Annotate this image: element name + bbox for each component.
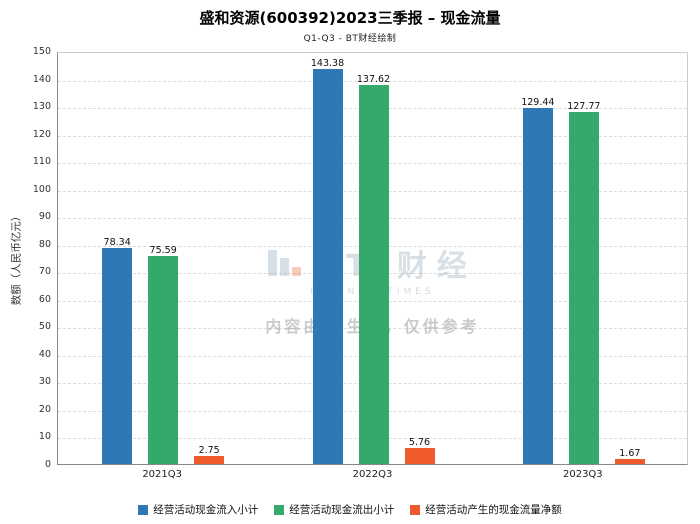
- y-tick-label: 40: [38, 348, 51, 360]
- y-tick-label: 100: [32, 183, 51, 195]
- bar-value-label: 2.75: [198, 445, 220, 457]
- bar-2021Q3-series-1: [148, 255, 179, 464]
- bar-2023Q3-series-2: [614, 459, 645, 464]
- y-tick-label: 70: [38, 266, 51, 278]
- bar-value-label: 5.76: [408, 437, 431, 449]
- y-tick-label: 30: [38, 376, 51, 388]
- chart-title: 盛和资源(600392)2023三季报 – 现金流量: [199, 9, 501, 27]
- bar-value-label: 1.67: [619, 448, 641, 460]
- legend-item-1: 经营活动现金流出小计: [274, 502, 394, 517]
- legend-item-2: 经营活动产生的现金流量净额: [410, 502, 562, 517]
- y-tick-label: 90: [38, 211, 51, 223]
- legend-label: 经营活动现金流入小计: [153, 504, 259, 516]
- bar-2022Q3-series-2: [404, 448, 435, 464]
- y-tick-label: 150: [32, 46, 51, 57]
- bt-logo-icon: [268, 250, 302, 276]
- legend-swatch-icon: [138, 504, 149, 515]
- x-tick-label-2022Q3: 2022Q3: [352, 469, 393, 480]
- legend-item-0: 经营活动现金流入小计: [138, 502, 258, 517]
- legend-swatch-icon: [410, 504, 421, 515]
- bar-2021Q3-series-2: [194, 456, 225, 464]
- bar-2022Q3-series-1: [358, 85, 389, 464]
- legend-swatch-icon: [274, 504, 285, 515]
- bar-2022Q3-series-0: [312, 69, 343, 464]
- x-tick-label-2021Q3: 2021Q3: [142, 469, 182, 480]
- gridline: [58, 80, 687, 82]
- bar-value-label: 129.44: [521, 96, 555, 108]
- bar-value-label: 137.62: [356, 74, 391, 86]
- bar-value-label: 143.38: [310, 58, 345, 70]
- y-tick-label: 60: [38, 293, 51, 305]
- bar-2023Q3-series-1: [568, 112, 599, 464]
- legend-label: 经营活动产生的现金流量净额: [425, 504, 562, 516]
- y-tick-label: 130: [32, 101, 51, 113]
- y-tick-label: 10: [38, 431, 51, 443]
- y-tick-label: 120: [32, 128, 51, 140]
- y-axis-title: 数额（人民币亿元）: [10, 210, 23, 306]
- x-tick-label-2023Q3: 2023Q3: [562, 469, 603, 480]
- bar-2021Q3-series-0: [102, 248, 133, 464]
- y-tick-label: 0: [44, 459, 51, 470]
- y-tick-label: 20: [38, 403, 51, 415]
- y-tick-label: 80: [38, 238, 51, 250]
- legend: 经营活动现金流入小计 经营活动现金流出小计 经营活动产生的现金流量净额: [0, 502, 700, 517]
- plot-area: BT 财经 BUSINESSTIMES 内容由AI生成，仅供参考 78.3475…: [57, 52, 688, 465]
- y-tick-label: 110: [32, 156, 51, 168]
- legend-label: 经营活动现金流出小计: [289, 504, 395, 516]
- bar-value-label: 127.77: [567, 101, 601, 113]
- y-tick-label: 50: [38, 321, 51, 333]
- bar-value-label: 75.59: [149, 244, 177, 256]
- y-tick-label: 140: [32, 73, 51, 85]
- bar-2023Q3-series-0: [522, 107, 553, 464]
- chart-subtitle: Q1-Q3 - BT财经绘制: [303, 34, 397, 44]
- bar-value-label: 78.34: [103, 237, 131, 249]
